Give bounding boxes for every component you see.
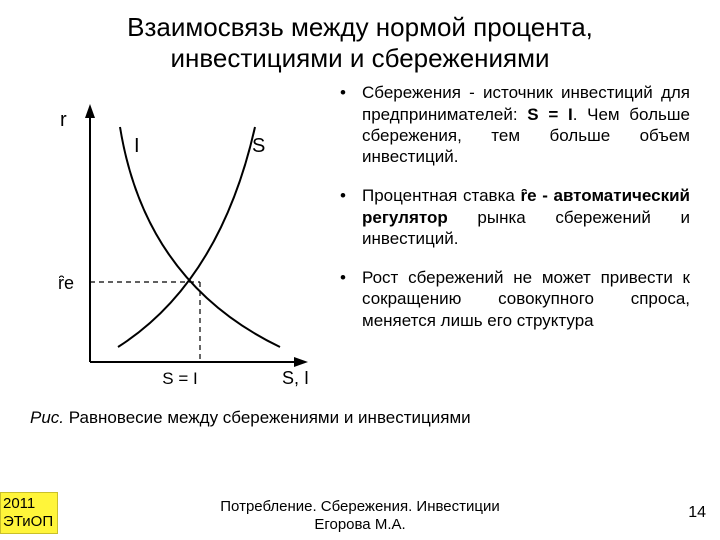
axes xyxy=(85,104,308,367)
chart-area: r I S ȓe S = I S, I xyxy=(30,82,330,402)
bullet-item: • Сбережения - источник инвестиций для п… xyxy=(340,82,690,167)
bullet-item: • Процентная ставка ȓe - автоматический … xyxy=(340,185,690,249)
footer-center: Потребление. Сбережения. Инвестиции Егор… xyxy=(220,498,499,534)
x-axis-label: S, I xyxy=(282,368,309,388)
figure-caption: Рис. Равновесие между сбережениями и инв… xyxy=(0,402,720,428)
bullet-marker: • xyxy=(340,82,362,167)
bullet-item: • Рост сбережений не может привести к со… xyxy=(340,267,690,331)
bullet-text: Процентная ставка ȓe - автоматический ре… xyxy=(362,185,690,249)
bullet-marker: • xyxy=(340,185,362,249)
caption-text: Равновесие между сбережениями и инвестиц… xyxy=(64,408,471,427)
caption-prefix: Рис. xyxy=(30,408,64,427)
equilibrium-x-label: S = I xyxy=(162,369,197,388)
bullet-text: Сбережения - источник инвестиций для пре… xyxy=(362,82,690,167)
y-axis-label: r xyxy=(60,109,67,131)
slide-title: Взаимосвязь между нормой процента, инвес… xyxy=(0,0,720,82)
equilibrium-chart: r I S ȓe S = I S, I xyxy=(30,82,330,402)
footer-left-tab: 2011 ЭТиОП xyxy=(0,492,58,534)
curve-i-label: I xyxy=(134,135,140,157)
bullet-list: • Сбережения - источник инвестиций для п… xyxy=(330,82,690,402)
equilibrium-y-label: ȓe xyxy=(58,273,74,293)
bullet-text: Рост сбережений не может привести к сокр… xyxy=(362,267,690,331)
bullet-marker: • xyxy=(340,267,362,331)
year-course-tab: 2011 ЭТиОП xyxy=(0,492,58,534)
content-row: r I S ȓe S = I S, I • Сбережения - источ… xyxy=(0,82,720,402)
page-number: 14 xyxy=(688,504,706,522)
x-axis-arrow xyxy=(294,357,308,367)
curve-s-label: S xyxy=(252,135,265,157)
curve-s xyxy=(118,127,255,347)
y-axis-arrow xyxy=(85,104,95,118)
